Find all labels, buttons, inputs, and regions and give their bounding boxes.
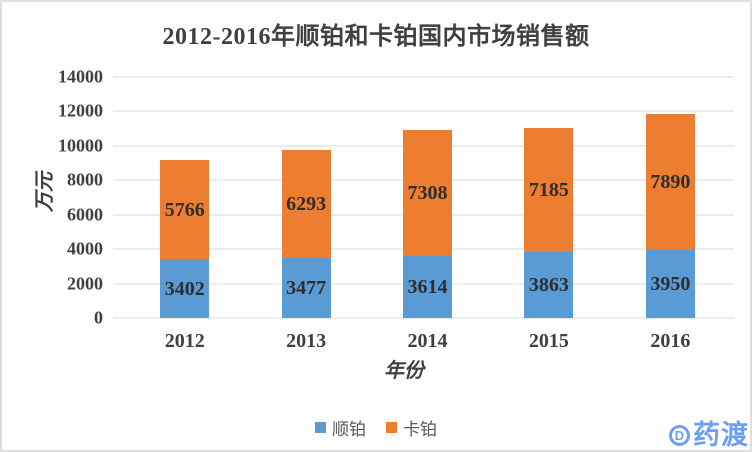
y-tick-label-2000: 2000 — [67, 273, 103, 294]
x-axis-title: 年份 — [384, 360, 424, 382]
y-tick-label-14000: 14000 — [58, 66, 103, 87]
data-label: 3863 — [528, 273, 569, 296]
data-label: 3614 — [407, 275, 448, 298]
bar-segment-series0-2015: 3863 — [524, 251, 574, 318]
y-axis-tick-labels: 0 2000 4000 6000 8000 10000 12000 14000 — [2, 67, 103, 328]
y-tick-label-8000: 8000 — [67, 169, 103, 190]
legend: 顺铂 卡铂 — [2, 415, 750, 440]
bar-segment-series0-2012: 3402 — [160, 259, 210, 318]
bar-slot-2014: 3614 7308 — [367, 77, 488, 318]
legend-label: 卡铂 — [403, 420, 437, 439]
bar-segment-series0-2013: 3477 — [281, 258, 331, 318]
legend-swatch-icon — [386, 422, 397, 433]
bar-slot-2015: 3863 7185 — [488, 77, 609, 318]
legend-swatch-icon — [315, 422, 326, 433]
bar-segment-series1-2015: 7185 — [524, 127, 574, 252]
bar-slot-2016: 3950 7890 — [610, 77, 731, 318]
x-tick-label-2013: 2013 — [286, 330, 327, 352]
y-tick-label-0: 0 — [94, 307, 103, 328]
legend-item-series0: 顺铂 — [315, 415, 366, 440]
bar-slot-2013: 3477 6293 — [245, 77, 366, 318]
bar-slot-2012: 3402 5766 — [124, 77, 245, 318]
data-label: 3477 — [286, 277, 327, 300]
legend-label: 顺铂 — [332, 420, 366, 439]
y-tick-label-10000: 10000 — [58, 135, 103, 156]
x-tick-label-2015: 2015 — [528, 330, 569, 352]
x-axis-tick-labels: 2012 2013 2014 2015 2016 — [124, 330, 731, 353]
x-tick-label-2012: 2012 — [164, 330, 205, 352]
plot-area: 3402 5766 3477 6293 3614 7308 3863 7185 3950 7890 — [124, 77, 731, 318]
stacked-bar-2012: 3402 5766 — [160, 160, 210, 318]
bar-segment-series1-2012: 5766 — [160, 160, 210, 260]
bar-segment-series0-2014: 3614 — [403, 255, 453, 318]
x-tick-label-2016: 2016 — [650, 330, 691, 352]
legend-item-series1: 卡铂 — [386, 415, 437, 440]
data-label: 7308 — [407, 181, 448, 204]
gridline-0 — [113, 317, 734, 319]
data-label: 7185 — [528, 178, 569, 201]
data-label: 6293 — [286, 192, 327, 215]
x-tick-label-2014: 2014 — [407, 330, 448, 352]
stacked-bar-2013: 3477 6293 — [281, 149, 331, 318]
bar-segment-series1-2014: 7308 — [403, 130, 453, 256]
data-label: 3402 — [164, 277, 205, 300]
pharmacodia-logo-icon: D — [669, 425, 690, 446]
gridline-12000 — [113, 110, 734, 112]
logo-letter: D — [674, 428, 685, 443]
y-tick-label-6000: 6000 — [67, 204, 103, 225]
watermark: D 药渡 — [669, 422, 749, 449]
bar-segment-series1-2016: 7890 — [645, 114, 695, 251]
chart-title: 2012-2016年顺铂和卡铂国内市场销售额 — [162, 24, 590, 50]
gridline-14000 — [113, 76, 734, 78]
bar-segment-series0-2016: 3950 — [645, 250, 695, 318]
data-label: 7890 — [650, 171, 691, 194]
stacked-bar-2016: 3950 7890 — [645, 114, 695, 318]
y-tick-label-4000: 4000 — [67, 238, 103, 259]
data-label: 5766 — [164, 198, 205, 221]
data-label: 3950 — [650, 273, 691, 295]
stacked-bar-2014: 3614 7308 — [403, 130, 453, 318]
bar-segment-series1-2013: 6293 — [281, 149, 331, 259]
stacked-bar-2015: 3863 7185 — [524, 127, 574, 318]
y-tick-label-12000: 12000 — [58, 100, 103, 121]
watermark-text: 药渡 — [693, 420, 749, 450]
